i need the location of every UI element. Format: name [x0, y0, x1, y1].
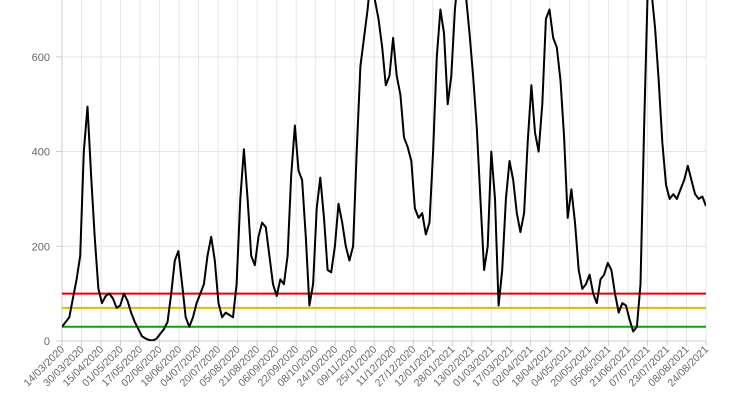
y-tick-label: 400 [32, 147, 50, 159]
y-tick-label: 600 [32, 52, 50, 64]
x-axis: 14/03/202030/03/202015/04/202001/05/2020… [21, 340, 711, 389]
series [62, 0, 706, 341]
grid [61, 0, 707, 342]
series-line [62, 0, 706, 341]
y-tick-label: 200 [32, 241, 50, 253]
reference-lines [62, 292, 706, 328]
y-axis: 0 200 400 600 [32, 0, 63, 348]
y-tick-label: 0 [44, 336, 50, 348]
